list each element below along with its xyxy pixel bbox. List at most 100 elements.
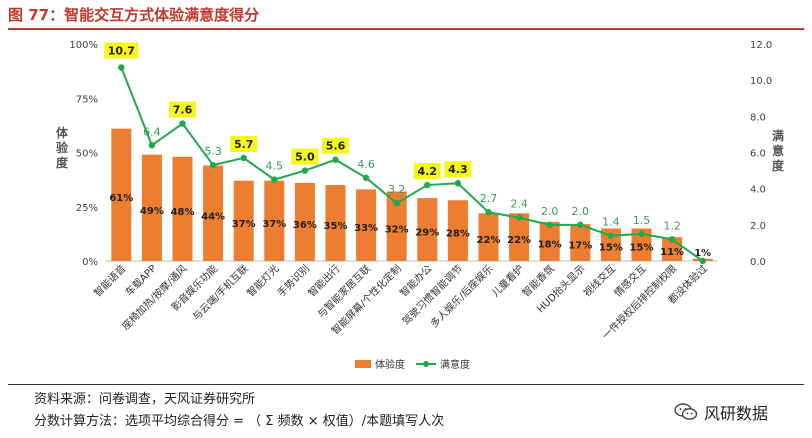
bar-label-18: 11% [660,247,684,258]
category-label-16: 视线交互 [581,262,618,299]
satisfaction-highlight-11 [444,161,472,178]
right-tick-label: 6.0 [750,149,766,160]
satisfaction-highlight-7 [322,137,349,154]
bar-label-11: 28% [446,229,470,240]
satisfaction-line [120,67,704,262]
right-tick-label: 2.0 [750,221,766,232]
bar-label-3: 44% [201,211,225,222]
left-tick-label: 25% [76,203,98,214]
title-rule [8,28,804,30]
bar-label-9: 32% [385,224,409,235]
bar-label-16: 15% [599,243,623,254]
left-tick-label: 0% [82,257,98,268]
bar-label-15: 17% [568,241,592,252]
wechat-icon [674,403,698,420]
bar-11 [447,200,468,261]
satisfaction-label-4: 5.7 [234,138,254,151]
legend-marker-satisfaction [423,361,429,367]
legend-swatch-experience [355,360,371,368]
satisfaction-label-5: 4.5 [266,160,284,173]
satisfaction-point-8 [362,174,370,182]
satisfaction-point-3 [209,161,217,169]
bar-label-19: 1% [694,248,711,259]
satisfaction-highlight-10 [413,163,441,180]
bar-label-0: 61% [109,193,133,204]
satisfaction-label-17: 1.5 [633,214,651,227]
satisfaction-highlight-6 [291,148,319,165]
satisfaction-point-0 [118,64,125,71]
bar-7 [325,185,346,261]
satisfaction-point-4 [240,154,247,162]
bar-15 [570,224,591,261]
bar-10 [417,198,438,261]
satisfaction-point-2 [179,120,186,127]
figure-title: 图 77：智能交互方式体验满意度得分 [8,6,260,24]
satisfaction-label-6: 5.0 [295,151,315,164]
bar-5 [264,180,285,261]
right-tick-label: 8.0 [750,112,766,123]
satisfaction-point-18 [668,236,676,243]
satisfaction-label-8: 4.6 [357,158,375,171]
left-tick-label: 75% [76,94,98,105]
bar-8 [356,189,377,261]
satisfaction-label-15: 2.0 [572,205,590,218]
bar-3 [203,165,224,261]
bar-label-2: 48% [171,207,195,218]
satisfaction-label-2: 7.6 [173,104,193,117]
satisfaction-point-10 [424,181,431,189]
footer-rule [8,384,804,385]
category-label-5: 智能灯光 [244,262,281,299]
left-axis-title: 体验度 [56,125,69,170]
satisfaction-point-1 [148,142,156,149]
satisfaction-point-6 [301,167,309,174]
satisfaction-label-9: 3.2 [388,183,406,196]
satisfaction-label-16: 1.4 [602,216,620,229]
brand-name: 风研数据 [704,404,769,423]
bar-9 [386,191,407,261]
legend-label-experience: 体验度 [375,358,405,371]
left-tick-label: 50% [76,149,98,160]
satisfaction-label-14: 2.0 [541,205,559,218]
right-tick-label: 0.0 [750,257,766,268]
brand: 风研数据 [674,400,768,424]
satisfaction-label-11: 4.3 [448,163,468,176]
category-label-13: 儿童看护 [489,262,526,299]
bar-13 [509,213,530,261]
category-label-8: 与智能家居互联 [315,262,374,321]
bar-label-10: 29% [415,228,439,239]
bar-12 [478,213,499,261]
satisfaction-point-11 [454,180,462,187]
satisfaction-highlight-4 [230,135,258,152]
bar-label-1: 49% [140,206,164,217]
bar-label-7: 35% [324,221,348,232]
right-tick-label: 10.0 [750,76,772,87]
satisfaction-point-14 [546,221,553,229]
bar-2 [172,156,193,261]
legend-label-satisfaction: 满意度 [440,358,470,371]
bar-label-17: 15% [630,243,654,254]
category-label-6: 手势识别 [275,262,312,299]
satisfaction-point-16 [607,232,615,239]
right-tick-label: 12.0 [750,40,772,51]
source-text: 资料来源：问卷调查，天风证券研究所 [34,392,256,407]
method-note: 分数计算方法：选项平均综合得分 = （ Σ 频数 × 权值）/本题填写人次 [34,414,445,429]
left-tick-label: 100% [69,40,98,51]
satisfaction-point-5 [271,176,278,183]
bar-label-6: 36% [293,220,317,231]
bar-6 [294,182,315,261]
satisfaction-label-10: 4.2 [418,165,438,178]
satisfaction-point-15 [577,221,584,229]
bar-1 [141,154,162,261]
satisfaction-label-13: 2.4 [510,198,528,211]
bar-label-14: 18% [538,239,562,250]
satisfaction-label-0: 10.7 [108,45,135,58]
satisfaction-label-18: 1.2 [663,219,681,232]
bar-label-12: 22% [477,235,501,246]
chart: 0% 25% 50% 75% 100% 0.0 2.0 4.0 6.0 8.0 10.0 12.0 体验… [56,40,785,371]
bar-16 [600,228,621,261]
bar-label-8: 33% [354,223,378,234]
bar-0 [111,128,132,261]
satisfaction-highlight-2 [169,101,196,118]
bar-14 [539,221,560,261]
satisfaction-point-9 [393,199,400,207]
